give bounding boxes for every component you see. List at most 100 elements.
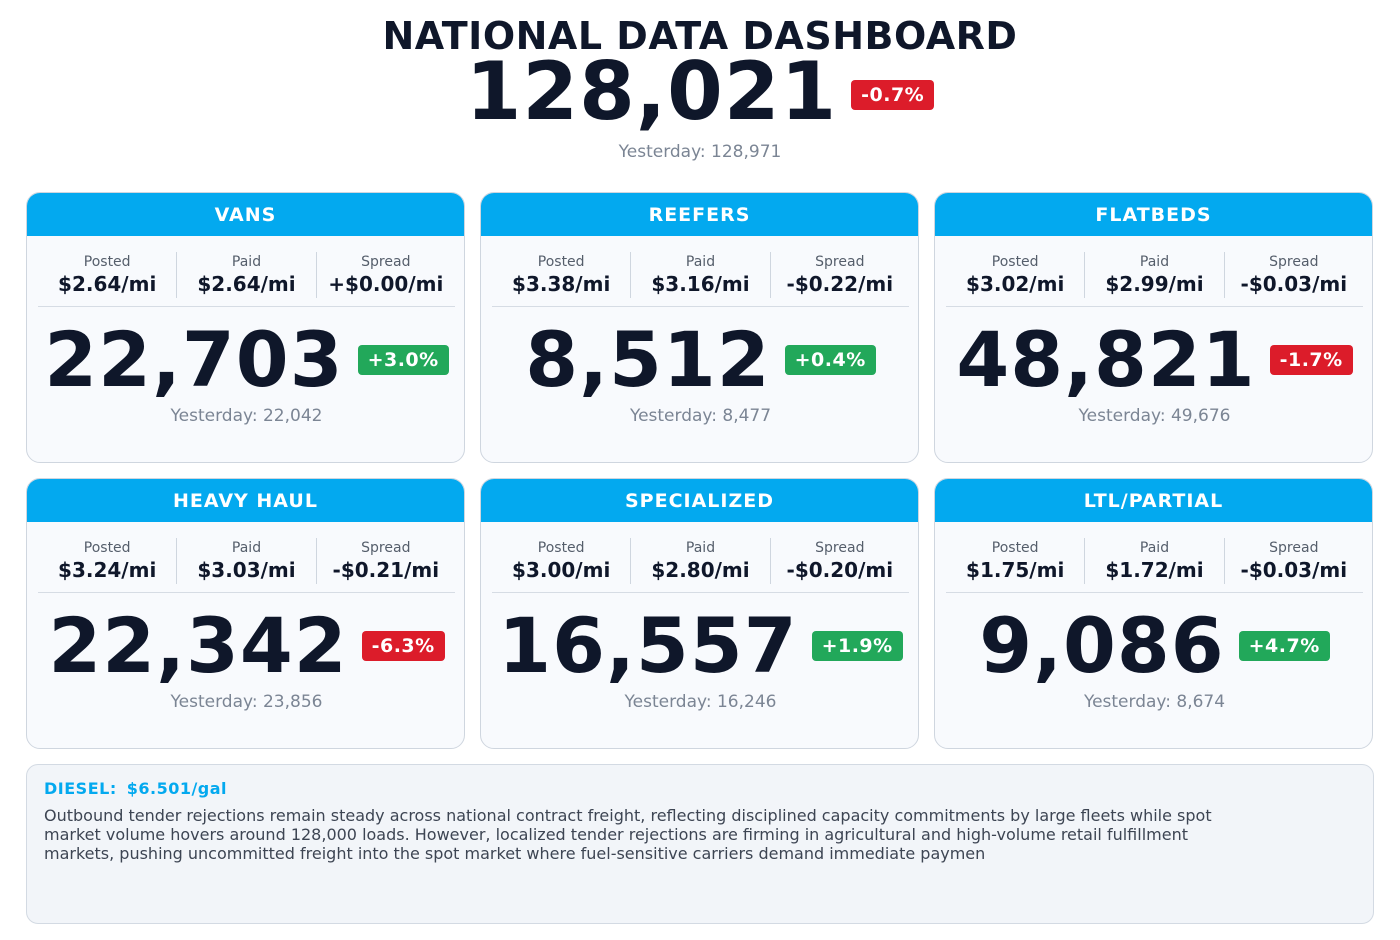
market-commentary: Outbound tender rejections remain steady… <box>44 806 1212 863</box>
load-count-value: 22,342 <box>48 601 348 690</box>
card-yesterday: Yesterday: 23,856 <box>170 692 323 712</box>
spread-rate: Spread -$0.21/mi <box>317 538 455 584</box>
posted-label: Posted <box>991 254 1039 270</box>
page-title: NATIONAL DATA DASHBOARD <box>382 14 1018 58</box>
change-badge: +0.4% <box>784 345 876 375</box>
spread-label: Spread <box>815 254 865 270</box>
total-loads-value: 128,021 <box>465 45 838 138</box>
diesel-price: DIESEL: $6.501/gal <box>44 779 1356 798</box>
posted-label: Posted <box>83 540 131 556</box>
load-count-row: 8,512 +0.4% <box>481 315 918 404</box>
card-divider <box>38 306 455 307</box>
change-badge: -1.7% <box>1269 345 1353 375</box>
equipment-card-flatbeds: FLATBEDS Posted $3.02/mi Paid $2.99/mi S… <box>934 192 1373 463</box>
spread-rate: Spread -$0.03/mi <box>1225 538 1363 584</box>
equipment-card-ltl-partial: LTL/PARTIAL Posted $1.75/mi Paid $1.72/m… <box>934 478 1373 749</box>
paid-label: Paid <box>231 254 262 270</box>
rate-row: Posted $3.24/mi Paid $3.03/mi Spread -$0… <box>38 538 455 584</box>
posted-rate: Posted $1.75/mi <box>946 538 1086 584</box>
paid-value: $1.72/mi <box>1105 558 1204 582</box>
load-count-value: 8,512 <box>525 315 771 404</box>
posted-label: Posted <box>991 540 1039 556</box>
paid-value: $2.64/mi <box>197 272 296 296</box>
paid-rate: Paid $3.03/mi <box>177 538 317 584</box>
load-count-row: 48,821 -1.7% <box>935 320 1372 400</box>
posted-value: $3.00/mi <box>512 558 611 582</box>
posted-label: Posted <box>537 254 585 270</box>
rate-row: Posted $3.02/mi Paid $2.99/mi Spread -$0… <box>946 252 1363 298</box>
posted-rate: Posted $3.38/mi <box>492 252 632 298</box>
load-count-value: 22,703 <box>44 315 344 404</box>
posted-label: Posted <box>537 540 585 556</box>
spread-value: -$0.22/mi <box>786 272 894 296</box>
posted-value: $3.02/mi <box>966 272 1065 296</box>
paid-value: $2.80/mi <box>651 558 750 582</box>
posted-value: $1.75/mi <box>966 558 1065 582</box>
change-badge: +3.0% <box>357 345 449 375</box>
card-divider <box>946 592 1363 593</box>
load-count-row: 16,557 +1.9% <box>481 601 918 690</box>
rate-row: Posted $3.00/mi Paid $2.80/mi Spread -$0… <box>492 538 909 584</box>
card-divider <box>492 306 909 307</box>
card-divider <box>492 592 909 593</box>
load-count-row: 22,342 -6.3% <box>27 601 464 690</box>
spread-value: -$0.20/mi <box>786 558 894 582</box>
paid-label: Paid <box>685 254 716 270</box>
load-count-row: 22,703 +3.0% <box>27 315 464 404</box>
paid-rate: Paid $2.80/mi <box>631 538 771 584</box>
equipment-card-heavy-haul: HEAVY HAUL Posted $3.24/mi Paid $3.03/mi… <box>26 478 465 749</box>
paid-value: $3.03/mi <box>197 558 296 582</box>
load-count-value: 9,086 <box>979 601 1225 690</box>
change-badge: +1.9% <box>811 631 903 661</box>
rate-row: Posted $1.75/mi Paid $1.72/mi Spread -$0… <box>946 538 1363 584</box>
spread-rate: Spread +$0.00/mi <box>317 252 455 298</box>
equipment-card-specialized: SPECIALIZED Posted $3.00/mi Paid $2.80/m… <box>480 478 919 749</box>
diesel-value: $6.501/gal <box>126 779 228 798</box>
change-badge: -6.3% <box>361 631 445 661</box>
card-title: SPECIALIZED <box>481 479 918 522</box>
paid-rate: Paid $3.16/mi <box>631 252 771 298</box>
posted-rate: Posted $3.24/mi <box>38 538 178 584</box>
card-title: REEFERS <box>481 193 918 236</box>
card-divider <box>946 306 1363 307</box>
card-yesterday: Yesterday: 8,674 <box>1083 692 1226 712</box>
spread-label: Spread <box>1269 254 1319 270</box>
paid-rate: Paid $2.99/mi <box>1085 252 1225 298</box>
card-divider <box>38 592 455 593</box>
equipment-card-reefers: REEFERS Posted $3.38/mi Paid $3.16/mi Sp… <box>480 192 919 463</box>
posted-value: $3.24/mi <box>58 558 157 582</box>
equipment-card-vans: VANS Posted $2.64/mi Paid $2.64/mi Sprea… <box>26 192 465 463</box>
spread-value: -$0.03/mi <box>1240 272 1348 296</box>
spread-value: +$0.00/mi <box>328 272 444 296</box>
posted-label: Posted <box>83 254 131 270</box>
diesel-label: DIESEL: <box>44 779 117 798</box>
spread-value: -$0.21/mi <box>332 558 440 582</box>
card-yesterday: Yesterday: 8,477 <box>629 406 772 426</box>
card-yesterday: Yesterday: 22,042 <box>170 406 323 426</box>
paid-label: Paid <box>1139 540 1170 556</box>
paid-label: Paid <box>685 540 716 556</box>
load-count-value: 16,557 <box>498 601 798 690</box>
card-yesterday: Yesterday: 49,676 <box>1078 406 1231 426</box>
total-change-badge: -0.7% <box>851 80 935 110</box>
spread-value: -$0.03/mi <box>1240 558 1348 582</box>
spread-label: Spread <box>361 254 411 270</box>
total-loads-row: 128,021 -0.7% <box>0 52 1400 132</box>
card-title: LTL/PARTIAL <box>935 479 1372 522</box>
paid-value: $3.16/mi <box>651 272 750 296</box>
change-badge: +4.7% <box>1238 631 1330 661</box>
rate-row: Posted $2.64/mi Paid $2.64/mi Spread +$0… <box>38 252 455 298</box>
spread-rate: Spread -$0.03/mi <box>1225 252 1363 298</box>
rate-row: Posted $3.38/mi Paid $3.16/mi Spread -$0… <box>492 252 909 298</box>
paid-label: Paid <box>1139 254 1170 270</box>
spread-rate: Spread -$0.22/mi <box>771 252 909 298</box>
card-title: HEAVY HAUL <box>27 479 464 522</box>
load-count-row: 9,086 +4.7% <box>935 601 1372 690</box>
card-title: FLATBEDS <box>935 193 1372 236</box>
posted-rate: Posted $3.00/mi <box>492 538 632 584</box>
posted-rate: Posted $2.64/mi <box>38 252 178 298</box>
paid-value: $2.99/mi <box>1105 272 1204 296</box>
posted-value: $3.38/mi <box>512 272 611 296</box>
paid-rate: Paid $1.72/mi <box>1085 538 1225 584</box>
card-title: VANS <box>27 193 464 236</box>
